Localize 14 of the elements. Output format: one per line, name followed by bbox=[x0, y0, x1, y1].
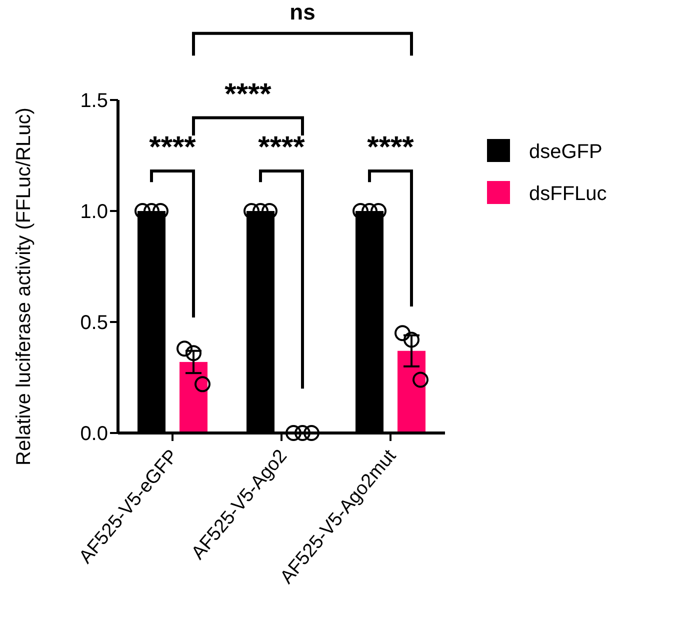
annotation: **** bbox=[149, 131, 196, 164]
text: ns bbox=[290, 0, 316, 24]
bar bbox=[180, 362, 208, 433]
annotation: **** bbox=[367, 131, 414, 164]
annotation: **** bbox=[224, 78, 272, 111]
y-tick-label: 0.0 bbox=[80, 423, 108, 446]
y-tick-label: 0.5 bbox=[80, 312, 108, 334]
legend-label: dseGFP bbox=[529, 141, 602, 163]
annotation: **** bbox=[258, 131, 306, 164]
y-axis-title: Relative luciferase activity (FFLuc/RLuc) bbox=[13, 108, 35, 466]
y-tick-label: 1.5 bbox=[80, 90, 108, 112]
bar bbox=[398, 350, 426, 433]
y-tick-label: 1.0 bbox=[80, 201, 108, 224]
legend-label: dsFFLuc bbox=[529, 183, 607, 205]
